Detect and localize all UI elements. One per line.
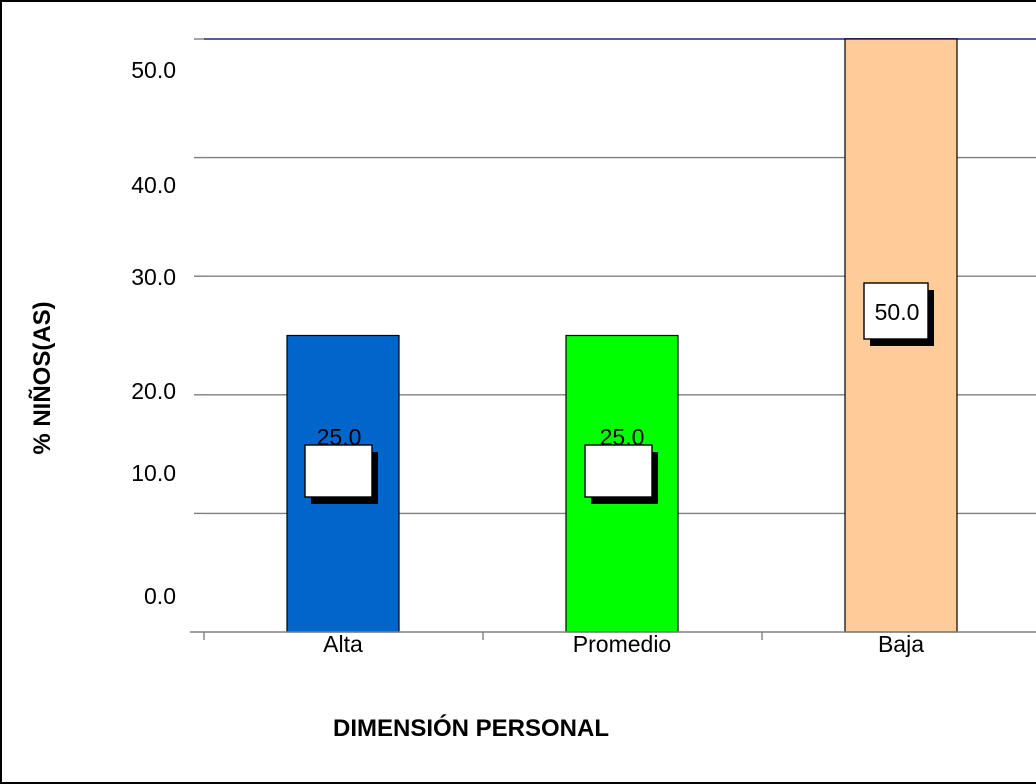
y-tick-label: 20.0 — [131, 378, 176, 404]
data-label-box — [585, 445, 652, 497]
data-label-baja: 50.0 — [864, 283, 934, 346]
y-tick-labels: 50.0 40.0 30.0 20.0 10.0 0.0 — [131, 57, 176, 609]
x-tick-label: Alta — [323, 631, 363, 657]
y-tick-label: 30.0 — [131, 264, 176, 290]
x-axis-title: DIMENSIÓN PERSONAL — [333, 714, 609, 742]
bars — [287, 39, 957, 632]
y-axis-title: % NIÑOS(AS) — [28, 301, 56, 454]
x-tick-labels: Alta Promedio Baja — [323, 631, 924, 657]
data-label-text: 50.0 — [875, 299, 920, 325]
y-tick-label: 40.0 — [131, 172, 176, 198]
y-tick-label: 10.0 — [131, 460, 176, 486]
x-tick-label: Baja — [878, 631, 924, 657]
x-tick-label: Promedio — [573, 631, 671, 657]
data-label-text: 25.0 — [317, 424, 362, 450]
data-label-text: 25.0 — [600, 424, 645, 450]
data-label-box — [305, 445, 372, 497]
y-tick-label: 50.0 — [131, 57, 176, 83]
y-tick-label: 0.0 — [144, 583, 176, 609]
